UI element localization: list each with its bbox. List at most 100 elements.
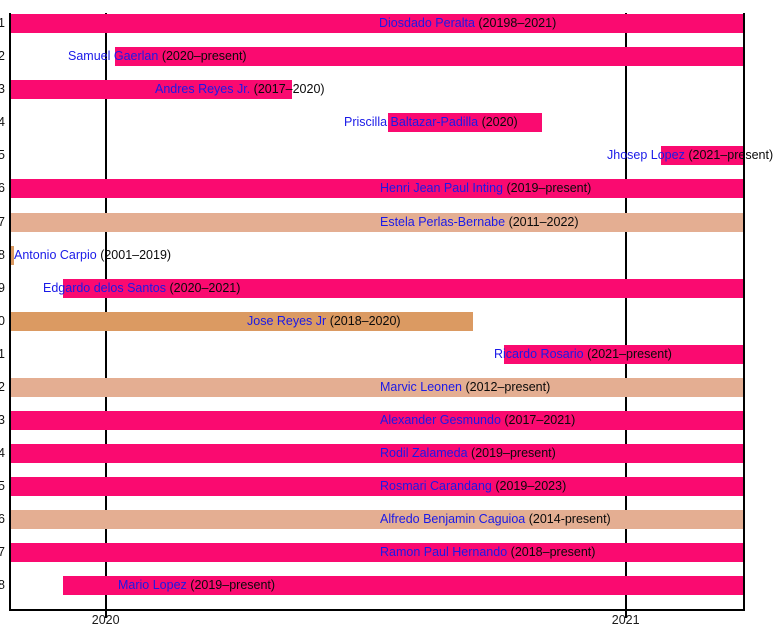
y-tick-label: 5 (0, 148, 5, 163)
gridline-2021 (624, 13, 627, 610)
bar-label: Edgardo delos Santos (2020–2021) (43, 279, 240, 298)
term-period: (2019–present) (190, 578, 276, 593)
y-axis-line (9, 13, 11, 611)
bar-label: Estela Perlas-Bernabe (2011–2022) (380, 213, 579, 232)
timeline-bar (10, 212, 744, 232)
x-tick-label-2020: 2020 (91, 613, 120, 627)
justice-name: Ricardo Rosario (494, 346, 584, 361)
timeline-bar (10, 245, 15, 265)
y-tick-label: 10 (0, 313, 5, 328)
bar-label: Priscilla Baltazar-Padilla (2020) (344, 113, 518, 132)
term-period: (2019–present) (506, 181, 592, 196)
justice-name: Diosdado Peralta (379, 16, 475, 31)
bar-label: Antonio Carpio (2001–2019) (14, 246, 171, 265)
y-tick-label: 17 (0, 545, 5, 560)
justice-name: Marvic Leonen (380, 379, 462, 394)
y-tick-label: 14 (0, 446, 5, 460)
term-period: (2018–2020) (329, 313, 401, 328)
justice-name: Alfredo Benjamin Caguioa (380, 512, 526, 527)
y-tick-label: 18 (0, 578, 5, 593)
y-tick-label: 12 (0, 379, 5, 394)
term-period: (2012–present) (465, 379, 551, 394)
term-period: (2019–present) (471, 446, 556, 460)
timeline-bar (63, 278, 744, 298)
term-period: (2017–2020) (253, 82, 325, 97)
y-tick-label: 3 (0, 82, 5, 97)
justice-name: Jose Reyes Jr (247, 313, 327, 328)
timeline-bar (115, 47, 744, 67)
justice-name: Henri Jean Paul Inting (380, 181, 503, 196)
bar-label: Henri Jean Paul Inting (2019–present) (380, 179, 591, 198)
justice-name: Estela Perlas-Bernabe (380, 214, 506, 229)
term-period: (2017–2021) (504, 412, 576, 427)
x-axis-line (9, 609, 745, 611)
timeline-bar (10, 179, 744, 199)
bar-label: Marvic Leonen (2012–present) (380, 378, 550, 397)
timeline-bar (504, 344, 744, 364)
timeline-bar (10, 80, 292, 100)
y-tick-label: 15 (0, 479, 5, 494)
bar-label: Samuel Gaerlan (2020–present) (68, 47, 247, 66)
justice-name: Mario Lopez (118, 578, 187, 593)
justice-name: Jhosep Lopez (607, 148, 685, 163)
y-tick-label: 16 (0, 512, 5, 527)
justice-name: Ramon Paul Hernando (380, 545, 508, 560)
term-period: (2011–2022) (508, 214, 579, 229)
term-period: (2019–2023) (495, 479, 567, 494)
justice-name: Edgardo delos Santos (43, 280, 167, 295)
bar-label: Mario Lopez (2019–present) (118, 576, 275, 595)
timeline-bar (10, 410, 744, 430)
term-period: (2020) (481, 115, 518, 130)
justice-name: Antonio Carpio (14, 247, 97, 262)
timeline-bar (10, 377, 744, 397)
timeline-bar (63, 576, 744, 596)
right-axis-line (743, 13, 745, 611)
bar-label: Rodil Zalameda (2019–present) (380, 444, 556, 463)
y-tick-label: 1 (0, 16, 5, 31)
y-tick-label: 9 (0, 280, 5, 295)
bar-label: Jose Reyes Jr (2018–2020) (247, 312, 401, 331)
timeline-bar (10, 543, 744, 563)
x-tickmark-2020 (104, 610, 107, 618)
x-tick-label-2021: 2021 (611, 613, 640, 627)
bar-label: Rosmari Carandang (2019–2023) (380, 477, 566, 496)
timeline-bar (10, 444, 744, 463)
timeline-bar (10, 14, 744, 34)
justice-name: Priscilla Baltazar-Padilla (344, 115, 479, 130)
y-tick-label: 2 (0, 49, 5, 64)
justice-name: Alexander Gesmundo (380, 412, 501, 427)
justice-name: Rodil Zalameda (380, 446, 468, 460)
bar-label: Diosdado Peralta (20198–2021) (379, 14, 556, 33)
y-tick-label: 8 (0, 247, 5, 262)
term-period: (2001–2019) (100, 247, 172, 262)
term-period: (2020–present) (161, 49, 247, 64)
y-tick-label: 4 (0, 115, 5, 130)
timeline-bar (388, 113, 542, 133)
term-period: (2018–present) (510, 545, 596, 560)
timeline-bar (10, 311, 473, 331)
timeline-bar (661, 146, 744, 166)
justice-name: Andres Reyes Jr. (155, 82, 251, 97)
timeline-bar (10, 477, 744, 497)
bar-label: Alexander Gesmundo (2017–2021) (380, 411, 575, 430)
term-period: (2021–present) (587, 346, 672, 361)
term-period: (2020–2021) (169, 280, 241, 295)
y-tick-label: 7 (0, 214, 5, 229)
y-tick-label: 6 (0, 181, 5, 196)
x-tickmark-2021 (624, 610, 627, 618)
bar-label: Ramon Paul Hernando (2018–present) (380, 543, 595, 562)
y-tick-label: 13 (0, 412, 5, 427)
term-period: (2014-present) (528, 512, 611, 527)
bar-label: Andres Reyes Jr. (2017–2020) (155, 80, 325, 99)
bar-label: Ricardo Rosario (2021–present) (494, 345, 672, 364)
justice-name: Samuel Gaerlan (68, 49, 159, 64)
gridline-2020 (104, 13, 107, 610)
bar-label: Alfredo Benjamin Caguioa (2014-present) (380, 510, 611, 529)
bar-label: Jhosep Lopez (2021–present) (607, 146, 773, 165)
justice-name: Rosmari Carandang (380, 479, 492, 494)
y-tick-label: 11 (0, 346, 5, 361)
timeline-bar (10, 510, 744, 530)
term-period: (2021–present) (688, 148, 774, 163)
term-period: (20198–2021) (478, 16, 557, 31)
